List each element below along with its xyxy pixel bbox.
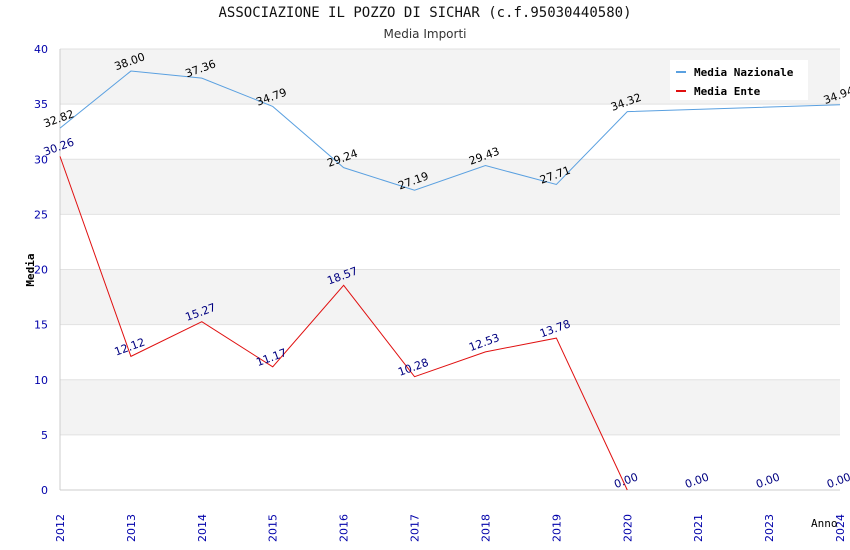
x-tick-label: 2021 (692, 514, 705, 542)
y-tick-label: 35 (34, 98, 48, 111)
y-tick-label: 30 (34, 153, 48, 166)
series-lines (59, 70, 841, 491)
grid-lines (60, 48, 840, 491)
x-tick-label: 2017 (409, 514, 422, 542)
x-tick-label: 2013 (125, 514, 138, 542)
y-tick-label: 0 (41, 484, 48, 497)
data-label: 0.00 (754, 470, 781, 491)
x-tick-label: 2014 (196, 514, 209, 542)
y-tick-label: 5 (41, 429, 48, 442)
series-line-1 (59, 156, 628, 491)
y-tick-label: 15 (34, 319, 48, 332)
plot-band (60, 269, 840, 325)
chart-title: ASSOCIAZIONE IL POZZO DI SICHAR (c.f.950… (218, 5, 632, 21)
x-tick-label: 2016 (338, 514, 351, 542)
y-tick-label: 25 (34, 208, 48, 221)
plot-band (60, 159, 840, 215)
data-label: 30.26 (42, 136, 76, 159)
data-label: 0.00 (683, 470, 710, 491)
x-tick-label: 2019 (550, 514, 563, 542)
y-tick-label: 40 (34, 43, 48, 56)
data-label: 12.12 (113, 336, 147, 359)
x-tick-label: 2018 (479, 514, 492, 542)
x-tick-label: 2024 (834, 514, 847, 542)
x-tick-label: 2020 (621, 514, 634, 542)
legend-label: Media Nazionale (694, 66, 794, 79)
y-tick-labels: 0 5 10 15 20 25 30 35 40 (34, 43, 48, 497)
legend-box (670, 60, 808, 100)
plot-bands (60, 49, 840, 435)
series-line-0 (59, 70, 841, 191)
legend-label: Media Ente (694, 85, 761, 98)
y-tick-label: 20 (34, 264, 48, 277)
x-axis-label: Anno (811, 517, 838, 530)
legend: Media Nazionale Media Ente (670, 60, 808, 100)
x-tick-label: 2012 (54, 514, 67, 542)
plot-band (60, 379, 840, 435)
data-label: 0.00 (825, 470, 850, 491)
y-axis-label: Media (24, 253, 37, 286)
x-tick-labels: 2012 2013 2014 2015 2016 2017 2018 2019 2020 2021… (54, 514, 847, 542)
data-label: 12.53 (467, 331, 501, 354)
x-tick-label: 2015 (267, 514, 280, 542)
chart-subtitle: Media Importi (383, 27, 467, 41)
y-tick-label: 10 (34, 374, 48, 387)
axes (59, 49, 840, 491)
x-tick-label: 2023 (763, 514, 776, 542)
